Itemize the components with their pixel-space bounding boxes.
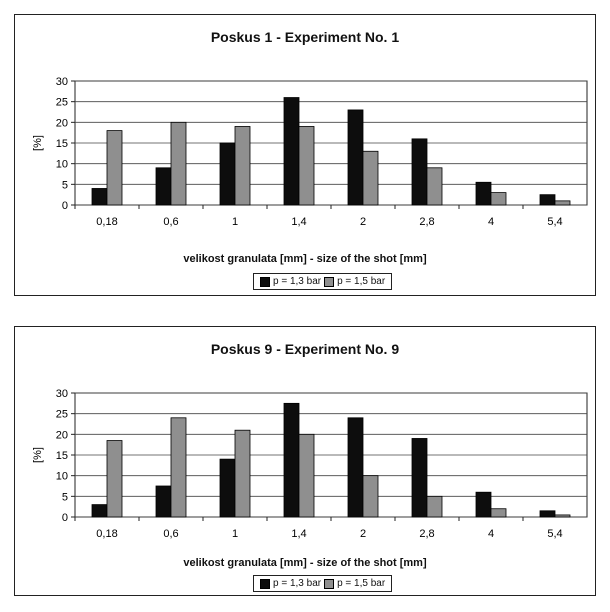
bar-p-1-5-bar <box>106 440 123 518</box>
legend-label-series-1: p = 1,3 bar <box>273 276 322 287</box>
bar-p-1-3-bar <box>283 97 300 206</box>
y-tick-label: 5 <box>62 491 68 503</box>
chart-panel-1: Poskus 1 - Experiment No. 1 0 5 10 15 20 25 30… <box>14 14 596 296</box>
chart-panel-2: Poskus 9 - Experiment No. 9 0 5 10 15 20 25 30… <box>14 326 596 596</box>
bar-p-1-3-bar <box>91 504 108 518</box>
y-tick-label: 10 <box>56 159 68 171</box>
legend-swatch-series-2 <box>324 276 335 287</box>
x-tick-label: 4 <box>488 528 494 540</box>
bar-p-1-3-bar <box>411 138 428 206</box>
y-axis-label: [%] <box>32 135 44 151</box>
bar-p-1-3-bar <box>475 181 492 206</box>
x-tick-label: 1 <box>232 216 238 228</box>
legend-swatch-series-1 <box>260 276 270 287</box>
x-axis-label: velikost granulata [mm] - size of the sh… <box>183 253 427 265</box>
bar-p-1-5-bar <box>234 126 251 206</box>
bar-p-1-3-bar <box>91 188 108 206</box>
bar-p-1-5-bar <box>298 126 315 206</box>
bar-p-1-5-bar <box>170 417 187 518</box>
bar-p-1-5-bar <box>490 192 507 206</box>
x-tick-label: 4 <box>488 216 494 228</box>
y-tick-label: 25 <box>56 409 68 421</box>
legend-swatch-series-2 <box>324 578 335 589</box>
bar-p-1-3-bar <box>155 485 172 518</box>
x-tick-label: 2 <box>360 528 366 540</box>
bar-p-1-5-bar <box>234 429 251 518</box>
legend-label-series-1: p = 1,3 bar <box>273 578 322 589</box>
bar-p-1-3-bar <box>155 167 172 206</box>
chart-legend: p = 1,3 bar p = 1,5 bar <box>253 575 393 592</box>
y-axis-label: [%] <box>32 447 44 463</box>
chart-legend: p = 1,3 bar p = 1,5 bar <box>253 273 393 290</box>
x-tick-label: 5,4 <box>547 216 562 228</box>
bar-chart-plot: 0 5 10 15 20 25 30 [%] 0,18 0,6 1 1,4 2 2,8 4 5,4 <box>32 76 588 228</box>
y-tick-label: 25 <box>56 97 68 109</box>
bar-p-1-3-bar <box>347 417 364 518</box>
bar-p-1-5-bar <box>362 475 379 518</box>
x-axis-label: velikost granulata [mm] - size of the sh… <box>183 557 427 569</box>
y-tick-label: 0 <box>62 512 68 524</box>
chart-title: Poskus 1 - Experiment No. 1 <box>210 29 400 45</box>
bar-p-1-5-bar <box>106 130 123 206</box>
bar-p-1-5-bar <box>362 150 379 206</box>
bar-p-1-3-bar <box>539 194 556 206</box>
y-tick-label: 15 <box>56 450 68 462</box>
x-tick-label: 1,4 <box>291 528 306 540</box>
legend-label-series-2: p = 1,5 bar <box>337 578 386 589</box>
x-tick-label: 1,4 <box>291 216 306 228</box>
y-tick-label: 10 <box>56 471 68 483</box>
bar-p-1-3-bar <box>475 491 492 518</box>
legend-swatch-series-1 <box>260 578 270 589</box>
y-tick-label: 20 <box>56 117 68 129</box>
chart-title: Poskus 9 - Experiment No. 9 <box>210 341 400 357</box>
y-tick-label: 20 <box>56 429 68 441</box>
x-tick-label: 1 <box>232 528 238 540</box>
y-tick-label: 5 <box>62 179 68 191</box>
bar-p-1-5-bar <box>490 508 507 518</box>
bar-p-1-5-bar <box>554 514 571 518</box>
bar-p-1-5-bar <box>170 121 187 206</box>
y-tick-label: 0 <box>62 200 68 212</box>
y-tick-label: 30 <box>56 76 68 88</box>
legend-label-series-2: p = 1,5 bar <box>337 276 386 287</box>
bar-p-1-5-bar <box>426 495 443 518</box>
x-tick-label: 0,18 <box>96 216 117 228</box>
bar-p-1-3-bar <box>219 458 236 518</box>
x-tick-label: 2,8 <box>419 528 434 540</box>
x-tick-label: 0,18 <box>96 528 117 540</box>
bar-p-1-5-bar <box>298 433 315 518</box>
x-tick-label: 2,8 <box>419 216 434 228</box>
bar-p-1-3-bar <box>283 402 300 518</box>
bar-p-1-3-bar <box>219 142 236 206</box>
bar-p-1-3-bar <box>347 109 364 206</box>
y-tick-label: 30 <box>56 388 68 400</box>
y-tick-label: 15 <box>56 138 68 150</box>
x-tick-label: 2 <box>360 216 366 228</box>
x-tick-label: 0,6 <box>163 528 178 540</box>
bar-p-1-5-bar <box>554 200 571 206</box>
bar-p-1-5-bar <box>426 167 443 206</box>
x-tick-label: 5,4 <box>547 528 562 540</box>
bar-p-1-3-bar <box>539 510 556 518</box>
bar-p-1-3-bar <box>411 438 428 518</box>
x-tick-label: 0,6 <box>163 216 178 228</box>
bar-chart-plot: 0 5 10 15 20 25 30 [%] 0,18 0,6 1 1,4 2 2,8 4 5,4 <box>32 388 588 540</box>
